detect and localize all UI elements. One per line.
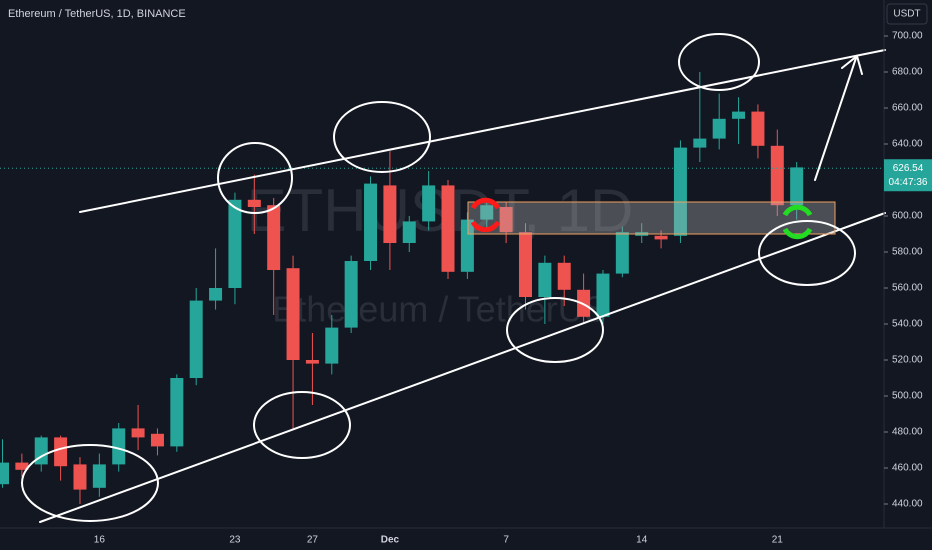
candle-body — [499, 207, 513, 233]
circle — [506, 297, 604, 363]
candle-body — [92, 464, 106, 488]
y-tick-label: 700.00 — [892, 31, 923, 42]
annotations — [21, 33, 886, 523]
candle-body — [518, 232, 532, 297]
chart-title: Ethereum / TetherUS, 1D, BINANCE — [8, 8, 186, 20]
price-label-box — [884, 159, 932, 192]
candle-body — [732, 111, 746, 119]
zone-box — [467, 201, 836, 235]
circle — [21, 444, 159, 522]
y-tick-label: 540.00 — [892, 319, 923, 330]
currency-box — [886, 3, 928, 25]
candle-body — [209, 288, 223, 301]
y-tick-label: 660.00 — [892, 103, 923, 114]
watermark-subtitle: Ethereum / TetherUS — [272, 289, 608, 330]
upper-trendline — [79, 49, 886, 213]
x-tick-label: 16 — [94, 535, 106, 546]
candle-body — [402, 221, 416, 243]
candle-body — [344, 261, 358, 328]
candle-body — [112, 428, 126, 465]
candle-body — [712, 118, 726, 139]
y-tick-label: 460.00 — [892, 463, 923, 474]
candle-body — [751, 111, 765, 146]
candle-body — [557, 262, 571, 290]
candle-body — [790, 167, 804, 206]
candle-body — [73, 464, 87, 490]
candle-body — [131, 428, 145, 438]
candle-body — [267, 205, 281, 270]
candle-body — [770, 145, 784, 206]
x-tick-label: 14 — [636, 535, 648, 546]
x-tick-label: 21 — [772, 535, 784, 546]
circle — [758, 220, 856, 286]
candle-body — [286, 268, 300, 360]
candle-body — [693, 138, 707, 148]
candle-body — [54, 437, 68, 467]
price-label: 626.54 — [893, 163, 924, 174]
y-tick-label: 640.00 — [892, 139, 923, 150]
candle-body — [654, 235, 668, 240]
lower-trendline — [39, 212, 886, 523]
candle-body — [441, 185, 455, 272]
candle-body — [325, 327, 339, 364]
candle-body — [228, 199, 242, 288]
candle-body — [460, 219, 474, 272]
y-tick-label: 440.00 — [892, 499, 923, 510]
y-tick-label: 520.00 — [892, 355, 923, 366]
candle-body — [247, 199, 261, 207]
candle-body — [305, 360, 319, 364]
y-tick-label: 580.00 — [892, 247, 923, 258]
candle-body — [673, 147, 687, 236]
circle — [217, 142, 293, 214]
x-tick-label: 23 — [229, 535, 241, 546]
candle-body — [364, 183, 378, 261]
y-tick-label: 480.00 — [892, 427, 923, 438]
x-tick-label: 27 — [307, 535, 319, 546]
candle-body — [615, 232, 629, 274]
candle-body — [480, 205, 494, 220]
candle-body — [422, 185, 436, 222]
countdown: 04:47:36 — [889, 177, 928, 188]
circle — [253, 391, 351, 459]
y-tick-label: 500.00 — [892, 391, 923, 402]
candle-body — [0, 462, 9, 485]
candle-body — [383, 185, 397, 243]
circle — [678, 33, 760, 91]
plot — [0, 72, 884, 504]
candle-body — [538, 262, 552, 297]
reload-icon-green — [782, 204, 813, 240]
watermark: ETHUSDT, 1D — [247, 177, 634, 244]
candle-body — [15, 462, 29, 470]
x-tick-label: Dec — [381, 535, 400, 546]
reload-icon-red — [470, 197, 501, 233]
circle — [333, 101, 431, 173]
y-tick-label: 600.00 — [892, 211, 923, 222]
candle-body — [170, 378, 184, 447]
candle-body — [189, 300, 203, 378]
y-tick-label: 560.00 — [892, 283, 923, 294]
candle-body — [596, 273, 610, 317]
currency: USDT — [893, 9, 920, 20]
y-tick-label: 680.00 — [892, 67, 923, 78]
candle-body — [150, 433, 164, 447]
x-tick-label: 7 — [503, 535, 509, 546]
arrow — [814, 54, 863, 181]
